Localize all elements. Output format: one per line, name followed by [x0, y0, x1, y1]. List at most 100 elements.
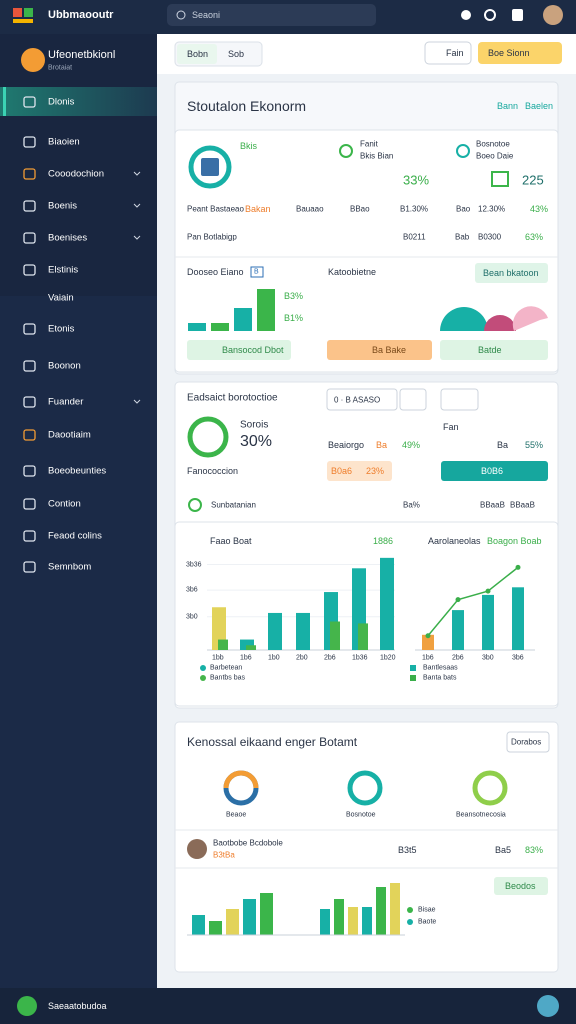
legend-swatch	[200, 675, 206, 681]
chip[interactable]	[441, 461, 548, 481]
button[interactable]: Dorabos	[511, 737, 542, 747]
row2[interactable]: B0B6	[481, 466, 504, 476]
bar	[390, 883, 400, 935]
rows: 12.30%	[478, 204, 506, 214]
menu-icon	[23, 561, 36, 573]
logo	[24, 8, 33, 17]
links[interactable]: Baelen	[525, 101, 554, 111]
button2[interactable]: Beodos	[505, 881, 536, 891]
links[interactable]: Bann	[497, 101, 519, 111]
sidebar-top	[0, 34, 157, 296]
rows: BBao	[350, 204, 370, 214]
line-point	[515, 564, 521, 570]
bar	[330, 621, 340, 650]
categories: 1b0	[268, 654, 280, 662]
items[interactable]: Boenises	[48, 232, 88, 244]
icon[interactable]	[461, 10, 471, 20]
active-item[interactable]	[0, 87, 157, 116]
items[interactable]: Boenis	[48, 200, 78, 212]
search-icon	[176, 10, 186, 20]
legend-swatch	[407, 919, 413, 925]
buttons[interactable]: Fain	[446, 48, 464, 58]
bar	[296, 612, 310, 650]
items[interactable]: Contion	[48, 498, 81, 510]
dropdown[interactable]	[326, 388, 398, 411]
title: Kenossal eikaand enger Botamt	[187, 735, 358, 749]
tabs[interactable]: Sob	[228, 49, 245, 59]
items[interactable]: Dlonis	[48, 96, 75, 108]
bar	[234, 308, 252, 331]
categories: 1b6	[240, 654, 252, 662]
rows: Pan Botlabigp	[187, 232, 237, 242]
bar	[188, 323, 206, 331]
logo	[13, 8, 22, 17]
bar	[212, 607, 226, 650]
actions[interactable]: Ba Bake	[372, 345, 407, 355]
badge: B	[254, 268, 259, 276]
items[interactable]: Biaoien	[48, 136, 80, 148]
actions[interactable]: Bansocod Dbot	[222, 345, 284, 355]
bar	[452, 610, 464, 650]
button[interactable]	[494, 877, 548, 895]
icon-button[interactable]	[399, 388, 427, 411]
menu-icon	[23, 465, 36, 477]
button[interactable]	[440, 340, 548, 360]
items[interactable]: Vaiain	[48, 292, 74, 304]
icon[interactable]	[512, 9, 523, 21]
donut-labels: Beansotnecosia	[456, 811, 506, 819]
button[interactable]	[506, 731, 550, 753]
logo	[13, 19, 33, 23]
badge: 1886	[373, 536, 394, 546]
search[interactable]: Seaoni	[192, 10, 221, 20]
icon	[339, 144, 353, 158]
bar	[226, 909, 239, 935]
items[interactable]: Feaod colins	[48, 530, 102, 542]
items[interactable]: Cooodochion	[48, 168, 104, 180]
chip[interactable]	[475, 263, 548, 283]
button[interactable]	[327, 340, 432, 360]
items[interactable]: Elstinis	[48, 264, 79, 276]
items[interactable]: Semnbom	[48, 561, 92, 573]
rows: 43%	[530, 204, 549, 214]
rows: Bao	[456, 204, 471, 214]
items[interactable]: Etonis	[48, 323, 75, 335]
tabs[interactable]: Bobn	[187, 49, 209, 59]
bar	[209, 921, 222, 935]
sub: Boeo Daie	[476, 151, 514, 161]
profile-role: Brotaiat	[48, 64, 73, 72]
icon[interactable]	[484, 9, 496, 21]
label: Fanit	[360, 139, 378, 149]
legend-swatch	[407, 907, 413, 913]
badge	[250, 266, 264, 278]
donut	[472, 770, 508, 806]
row3: BBaaB	[510, 500, 535, 510]
bar	[211, 323, 229, 331]
chevron	[133, 235, 141, 240]
dropdown[interactable]: 0 · B ASASO	[334, 395, 381, 405]
gauge	[188, 145, 232, 189]
menu-icon	[23, 498, 36, 510]
bar	[422, 634, 434, 650]
chip[interactable]: Bean bkatoon	[483, 268, 539, 278]
cells: B3t5	[398, 845, 417, 855]
avatar[interactable]	[537, 995, 559, 1017]
button[interactable]	[424, 41, 472, 65]
search-box[interactable]	[167, 4, 376, 26]
buttons[interactable]: Boe Sionn	[488, 48, 530, 58]
categories: 3b0	[482, 654, 494, 662]
items[interactable]: Fuander	[48, 396, 84, 408]
actions[interactable]: Batde	[478, 345, 502, 355]
button[interactable]	[187, 340, 291, 360]
categories: 3b6	[512, 654, 524, 662]
items[interactable]: Boonon	[48, 360, 81, 372]
bar	[240, 639, 254, 650]
row1: Fan	[443, 422, 459, 432]
name: Bantbs bas	[210, 674, 246, 682]
button[interactable]	[478, 42, 562, 64]
tab-active[interactable]	[177, 44, 217, 64]
avatar[interactable]	[543, 5, 563, 25]
items[interactable]: Boeobeunties	[48, 465, 107, 477]
items[interactable]: Daootiaim	[48, 429, 91, 441]
categories: 1b6	[422, 654, 434, 662]
icon-button[interactable]	[440, 388, 479, 411]
